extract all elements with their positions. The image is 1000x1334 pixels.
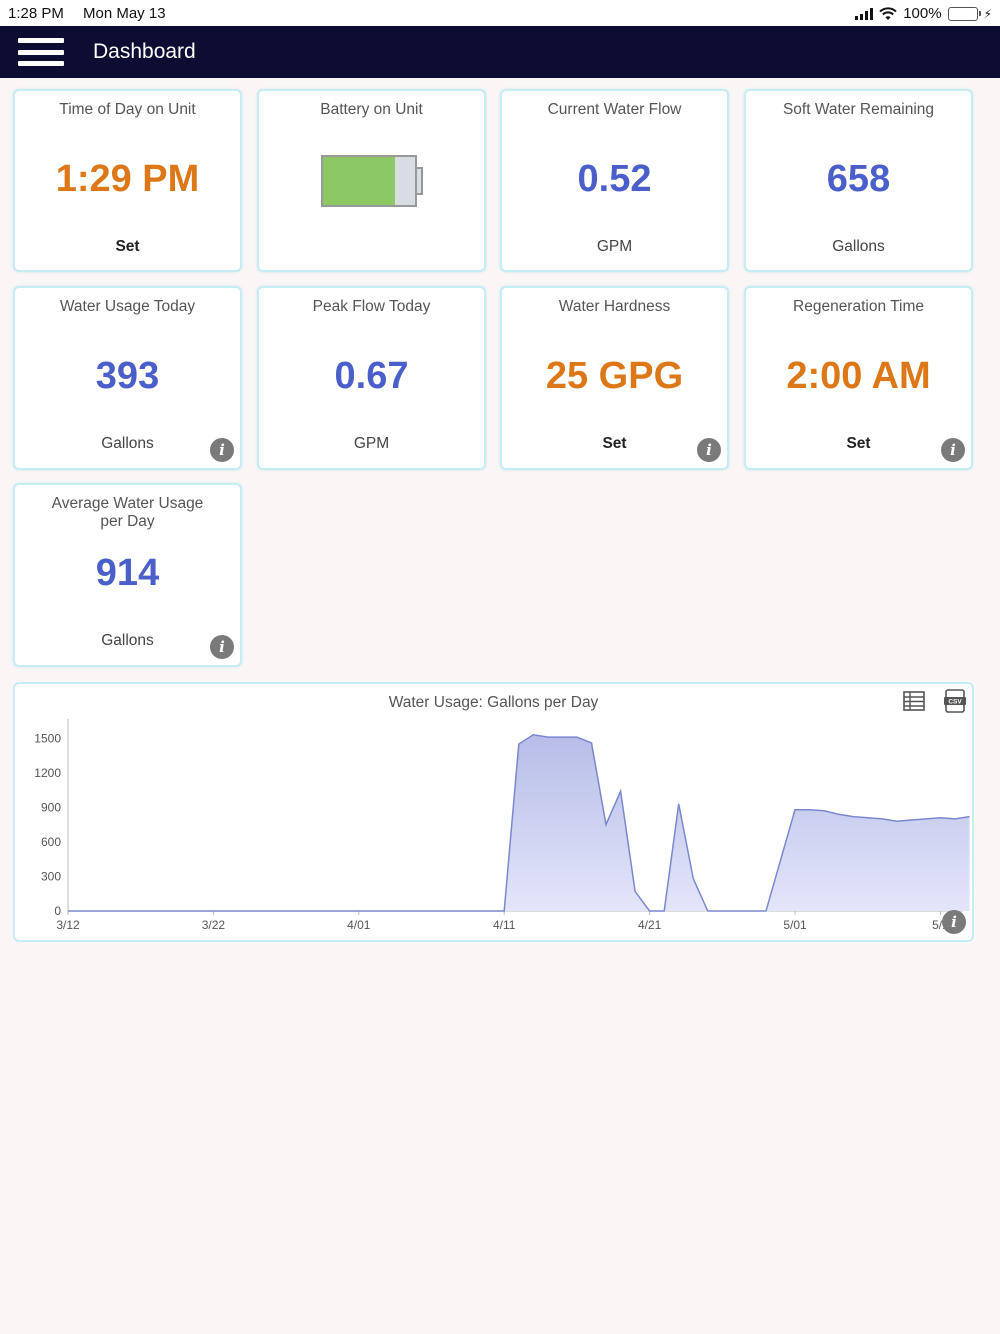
- set-time-button[interactable]: Set: [115, 238, 140, 255]
- soft-water-unit: Gallons: [832, 238, 885, 255]
- usage-series-line: [68, 734, 970, 912]
- x-tick-label: 4/21: [638, 918, 662, 932]
- page-title: Dashboard: [93, 40, 196, 63]
- usage-today-unit: Gallons: [101, 435, 154, 452]
- status-indicators: 100% ⚡: [855, 5, 992, 22]
- y-tick-label: 1200: [34, 766, 61, 780]
- time-of-day-value: 1:29 PM: [55, 158, 200, 200]
- tile-water-hardness: Water Hardness 25 GPG Set i: [500, 286, 729, 470]
- nav-bar: Dashboard: [0, 26, 1000, 78]
- x-tick-label: 3/22: [202, 918, 226, 932]
- water-usage-chart-card: Water Usage: Gallons per Day CSV 0 300 600…: [13, 682, 974, 942]
- chart-info-icon[interactable]: i: [942, 910, 966, 934]
- hamburger-menu-icon[interactable]: [18, 38, 64, 66]
- avg-usage-unit: Gallons: [101, 632, 154, 649]
- csv-export-icon[interactable]: CSV: [943, 689, 967, 713]
- peak-flow-unit: GPM: [353, 435, 390, 452]
- soft-water-value: 658: [826, 158, 891, 200]
- tile-title: Battery on Unit: [320, 101, 423, 118]
- tile-average-water-usage: Average Water Usage per Day 914 Gallons …: [13, 483, 242, 667]
- status-time: 1:28 PM: [8, 5, 64, 22]
- info-icon[interactable]: i: [210, 438, 234, 462]
- battery-level-fill: [323, 157, 395, 205]
- set-regen-time-button[interactable]: Set: [846, 435, 871, 452]
- regen-time-value: 2:00 AM: [786, 355, 931, 397]
- tile-title: Time of Day on Unit: [59, 101, 196, 118]
- tile-title: Regeneration Time: [793, 298, 924, 315]
- tile-title: Soft Water Remaining: [782, 101, 935, 118]
- info-icon[interactable]: i: [941, 438, 965, 462]
- tile-title: Peak Flow Today: [312, 298, 431, 315]
- svg-text:CSV: CSV: [948, 698, 962, 705]
- hardness-value: 25 GPG: [545, 355, 684, 397]
- charging-bolt-icon: ⚡: [983, 6, 992, 21]
- avg-usage-value: 914: [95, 552, 160, 594]
- status-date: Mon May 13: [83, 5, 166, 22]
- cellular-signal-icon: [855, 7, 874, 20]
- tile-title-line1: Average Water Usage: [51, 495, 204, 512]
- set-hardness-button[interactable]: Set: [602, 435, 627, 452]
- x-tick-label: 4/11: [493, 918, 516, 932]
- battery-percent: 100%: [903, 5, 942, 22]
- tile-title-line2: per Day: [100, 513, 155, 530]
- tile-title: Current Water Flow: [547, 101, 682, 118]
- usage-today-value: 393: [95, 355, 160, 397]
- battery-status-icon: [947, 6, 981, 21]
- tile-water-usage-today: Water Usage Today 393 Gallons i: [13, 286, 242, 470]
- y-tick-label: 0: [54, 904, 61, 918]
- tile-current-water-flow: Current Water Flow 0.52 GPM: [500, 89, 729, 272]
- x-tick-label: 5/01: [783, 918, 807, 932]
- tile-title: Water Usage Today: [59, 298, 196, 315]
- tile-peak-flow-today: Peak Flow Today 0.67 GPM: [257, 286, 486, 470]
- current-flow-unit: GPM: [596, 238, 633, 255]
- x-tick-label: 3/12: [56, 918, 80, 932]
- current-flow-value: 0.52: [577, 158, 652, 200]
- tile-time-of-day: Time of Day on Unit 1:29 PM Set: [13, 89, 242, 272]
- battery-level-icon: [321, 155, 423, 207]
- usage-area-chart: 0 300 600 900 1200 1500 3/12 3/22 4/01 4/11 4/21 5/…: [34, 719, 970, 932]
- chart-title: Water Usage: Gallons per Day: [388, 694, 599, 711]
- wifi-icon: [879, 6, 897, 20]
- info-icon[interactable]: i: [210, 635, 234, 659]
- tile-title: Average Water Usage per Day: [15, 495, 240, 531]
- tile-battery: Battery on Unit: [257, 89, 486, 272]
- table-view-icon[interactable]: [903, 691, 925, 711]
- x-tick-label: 4/01: [347, 918, 371, 932]
- y-tick-label: 300: [41, 869, 61, 883]
- y-tick-label: 600: [41, 835, 61, 849]
- tile-soft-water-remaining: Soft Water Remaining 658 Gallons: [744, 89, 973, 272]
- battery-cap: [417, 167, 423, 195]
- info-icon[interactable]: i: [697, 438, 721, 462]
- usage-area-fill: [68, 734, 970, 911]
- peak-flow-value: 0.67: [334, 355, 409, 397]
- tile-title: Water Hardness: [558, 298, 671, 315]
- battery-body: [321, 155, 417, 207]
- y-tick-label: 900: [41, 800, 61, 814]
- y-tick-label: 1500: [34, 731, 61, 745]
- tile-regeneration-time: Regeneration Time 2:00 AM Set i: [744, 286, 973, 470]
- status-bar: 1:28 PM Mon May 13 100% ⚡: [0, 0, 1000, 26]
